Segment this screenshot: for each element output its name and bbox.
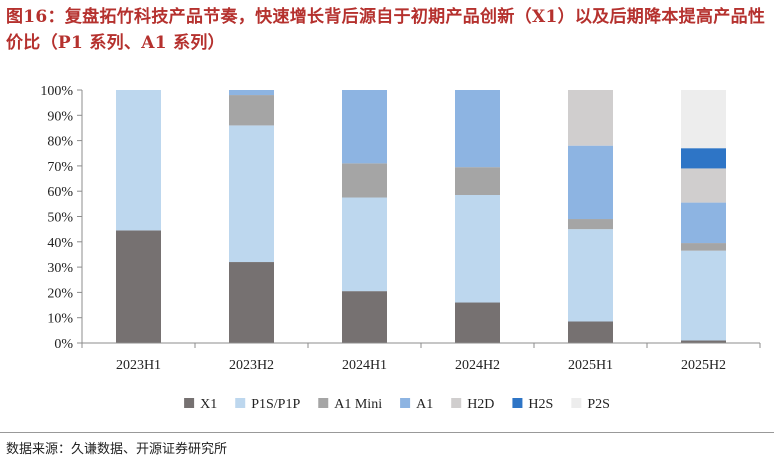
chart-title: 图16：复盘拓竹科技产品节奏，快速增长背后源自于初期产品创新（X1）以及后期降本… bbox=[6, 7, 766, 53]
legend-swatch bbox=[318, 398, 329, 408]
bar-segment-p1s-p1p-2025h2 bbox=[681, 250, 726, 341]
bar-segment-p2s-2025h2 bbox=[681, 90, 726, 149]
y-tick-label: 60% bbox=[47, 185, 73, 200]
x-tick-label: 2025H1 bbox=[568, 358, 613, 373]
y-tick-label: 20% bbox=[47, 286, 73, 301]
y-tick-label: 40% bbox=[47, 236, 73, 251]
bar-segment-p1s-p1p-2023h2 bbox=[229, 125, 274, 263]
bar-segment-x1-2024h1 bbox=[342, 291, 387, 343]
bar-segment-a1-mini-2025h2 bbox=[681, 243, 726, 251]
x-axis: 2023H1 2023H2 2024H1 2024H2 2025H1 2025H2 bbox=[81, 342, 761, 373]
x-tick-label: 2025H2 bbox=[681, 358, 726, 373]
legend-label: X1 bbox=[200, 397, 217, 412]
legend-swatch bbox=[571, 398, 582, 408]
bar-segment-p1s-p1p-2024h2 bbox=[455, 194, 500, 303]
y-tick-label: 100% bbox=[40, 84, 73, 99]
legend-swatch bbox=[512, 398, 523, 408]
bar-series bbox=[116, 90, 726, 343]
bar-segment-x1-2025h1 bbox=[568, 321, 613, 343]
bar-segment-p1s-p1p-2025h1 bbox=[568, 229, 613, 322]
bar-segment-a1-2023h2 bbox=[229, 90, 274, 96]
legend-swatch bbox=[451, 398, 462, 408]
bar-segment-a1-2024h2 bbox=[455, 90, 500, 168]
bar-segment-h2d-2025h2 bbox=[681, 168, 726, 203]
y-tick-label: 50% bbox=[47, 211, 73, 226]
legend-swatch bbox=[400, 398, 411, 408]
bar-segment-p1s-p1p-2024h1 bbox=[342, 197, 387, 292]
legend-swatch bbox=[184, 398, 195, 408]
bar-segment-x1-2025h2 bbox=[681, 340, 726, 343]
legend-label: H2S bbox=[528, 397, 553, 412]
y-tick-label: 70% bbox=[47, 160, 73, 175]
bar-segment-x1-2023h2 bbox=[229, 262, 274, 343]
x-tick-label: 2023H1 bbox=[116, 358, 161, 373]
x-tick-label: 2024H2 bbox=[455, 358, 500, 373]
bar-segment-x1-2024h2 bbox=[455, 302, 500, 343]
legend-label: P2S bbox=[587, 397, 610, 412]
bar-segment-a1-mini-2025h1 bbox=[568, 219, 613, 230]
legend-label: H2D bbox=[467, 397, 494, 412]
bar-segment-a1-mini-2024h1 bbox=[342, 163, 387, 198]
source-divider bbox=[0, 432, 774, 433]
y-tick-label: 90% bbox=[47, 109, 73, 124]
bar-segment-a1-2025h2 bbox=[681, 202, 726, 244]
bar-segment-a1-2024h1 bbox=[342, 90, 387, 164]
bar-segment-a1-mini-2023h2 bbox=[229, 95, 274, 126]
legend-label: P1S/P1P bbox=[251, 397, 300, 412]
legend-label: A1 Mini bbox=[334, 397, 382, 412]
x-tick-label: 2024H1 bbox=[342, 358, 387, 373]
y-tick-label: 0% bbox=[54, 337, 73, 352]
x-tick-label: 2023H2 bbox=[229, 358, 274, 373]
legend-label: A1 bbox=[416, 397, 433, 412]
bar-segment-p1s-p1p-2023h1 bbox=[116, 90, 161, 231]
y-tick-label: 30% bbox=[47, 261, 73, 276]
bar-segment-x1-2023h1 bbox=[116, 230, 161, 343]
bar-segment-a1-mini-2024h2 bbox=[455, 167, 500, 195]
y-tick-label: 80% bbox=[47, 135, 73, 150]
source-note: 数据来源：久谦数据、开源证券研究所 bbox=[6, 442, 228, 457]
bar-segment-a1-2025h1 bbox=[568, 145, 613, 220]
bar-segment-h2s-2025h2 bbox=[681, 148, 726, 169]
y-tick-label: 10% bbox=[47, 312, 73, 327]
legend: X1 P1S/P1P A1 Mini A1 H2D H2S P2S bbox=[184, 397, 610, 412]
bar-segment-h2d-2025h1 bbox=[568, 90, 613, 146]
y-axis: 0% 10% 20% 30% 40% 50% 60% 70% 80% 90% 100% bbox=[40, 84, 83, 352]
legend-swatch bbox=[235, 398, 246, 408]
